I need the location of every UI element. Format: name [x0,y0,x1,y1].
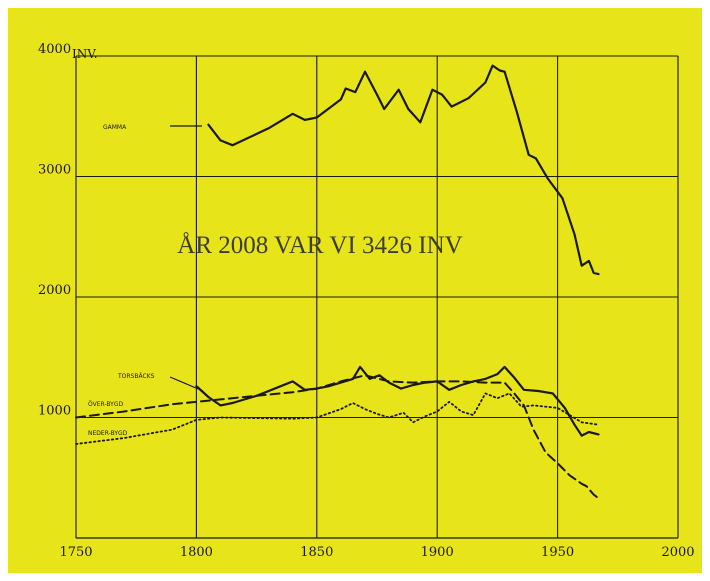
series-label: GAMMA [103,124,127,131]
x-tick-label: 1750 [59,545,92,560]
y-unit-label: INV. [72,47,98,61]
y-tick-label: 3000 [38,163,71,178]
tick-labels: 1750 1800 1850 1900 1950 2000 1000 2000 3000 4000… [38,42,695,560]
series-label: ÖVER-BYGD [88,401,123,408]
series-label-leader [169,376,204,392]
y-tick-label: 1000 [38,404,71,419]
series-line--ver-bygd [75,374,600,500]
annotation-text: ÅR 2008 VAR VI 3426 INV [177,232,462,259]
x-tick-label: 1950 [541,545,574,560]
series-line-gamma [207,64,600,276]
grid-lines [75,55,679,539]
x-tick-label: 1900 [421,545,454,560]
x-tick-label: 1850 [300,545,333,560]
series-line-neder-bygd [75,392,600,445]
chart-frame: 1750 1800 1850 1900 1950 2000 1000 2000 3000 4000… [8,8,702,573]
line-chart: 1750 1800 1850 1900 1950 2000 1000 2000 3000 4000… [38,42,695,560]
series-label: NEDER-BYGD [88,430,128,437]
y-tick-label: 2000 [38,283,71,298]
series-label: TORSBÄCKS [117,373,155,380]
x-tick-label: 2000 [661,545,694,560]
x-tick-label: 1800 [180,545,213,560]
series-lines [75,64,600,500]
series-line-torsb-cks [195,365,600,437]
y-tick-label: 4000 [38,42,71,57]
